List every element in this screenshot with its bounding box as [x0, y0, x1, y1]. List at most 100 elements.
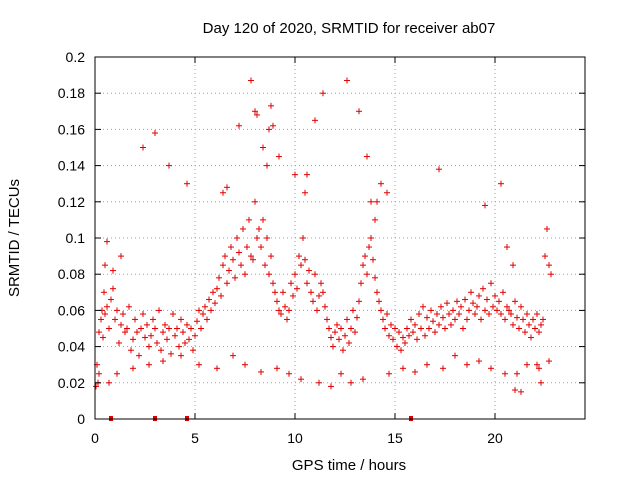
- data-point: [348, 325, 354, 332]
- data-point: [146, 343, 152, 350]
- data-point: [354, 314, 360, 321]
- data-point: [270, 122, 276, 129]
- data-point: [98, 316, 104, 323]
- y-tick-label: 0.14: [58, 158, 85, 174]
- data-point: [168, 350, 174, 357]
- data-point: [476, 292, 482, 299]
- data-point: [202, 303, 208, 310]
- data-point: [546, 262, 552, 269]
- data-point: [476, 358, 482, 365]
- data-point: [130, 336, 136, 343]
- data-point: [232, 274, 238, 281]
- y-axis-label: SRMTID / TECUs: [6, 179, 23, 297]
- data-point: [174, 325, 180, 332]
- data-point: [106, 379, 112, 386]
- data-point: [524, 361, 530, 368]
- data-point: [104, 303, 110, 310]
- data-point: [306, 267, 312, 274]
- data-point: [512, 387, 518, 394]
- data-point: [518, 303, 524, 310]
- data-point: [422, 332, 428, 339]
- data-point: [184, 180, 190, 187]
- data-point: [208, 307, 214, 314]
- data-point: [344, 77, 350, 84]
- data-point: [266, 126, 272, 133]
- data-point: [380, 316, 386, 323]
- data-point: [282, 303, 288, 310]
- data-point: [166, 162, 172, 169]
- data-point: [368, 235, 374, 241]
- data-point: [386, 332, 392, 339]
- data-point: [252, 198, 258, 205]
- data-point: [526, 321, 532, 328]
- data-point: [188, 325, 194, 332]
- data-point: [506, 307, 512, 314]
- data-point: [326, 325, 332, 332]
- data-point: [368, 198, 374, 205]
- data-point: [292, 271, 298, 278]
- data-point: [514, 370, 520, 377]
- data-point: [406, 332, 412, 339]
- data-point: [342, 332, 348, 339]
- data-point: [494, 307, 500, 314]
- data-point: [272, 289, 278, 296]
- data-point: [414, 336, 420, 343]
- data-point: [378, 180, 384, 187]
- data-point: [444, 300, 450, 307]
- data-point: [546, 358, 552, 365]
- data-point: [236, 249, 242, 256]
- data-point: [346, 339, 352, 346]
- data-point: [112, 316, 118, 323]
- data-point: [534, 311, 540, 318]
- data-point: [520, 316, 526, 323]
- data-point: [338, 325, 344, 332]
- data-point: [260, 216, 266, 223]
- data-point: [280, 289, 286, 296]
- x-tick-label: 5: [191, 430, 199, 446]
- data-point: [488, 365, 494, 372]
- data-point: [448, 321, 454, 328]
- data-point: [508, 311, 514, 318]
- data-point: [302, 189, 308, 196]
- data-point: [126, 303, 132, 310]
- data-point: [340, 347, 346, 354]
- data-point: [440, 365, 446, 372]
- data-point: [320, 90, 326, 97]
- data-point: [384, 189, 390, 196]
- data-point: [400, 365, 406, 372]
- data-point: [312, 271, 318, 278]
- data-point: [348, 379, 354, 386]
- data-point: [220, 189, 226, 196]
- data-point: [318, 280, 324, 287]
- data-point: [316, 292, 322, 299]
- data-point: [254, 235, 260, 241]
- data-point: [356, 108, 362, 115]
- data-points: [93, 77, 554, 421]
- data-point: [314, 307, 320, 314]
- data-point: [152, 325, 158, 332]
- data-point: [446, 311, 452, 318]
- data-point: [252, 108, 258, 115]
- data-point: [288, 280, 294, 287]
- data-point: [178, 352, 184, 359]
- data-point: [118, 253, 124, 260]
- data-point: [334, 321, 340, 328]
- data-point: [396, 329, 402, 336]
- data-point: [374, 289, 380, 296]
- data-point: [492, 292, 498, 299]
- data-point: [534, 361, 540, 368]
- data-point: [258, 368, 264, 375]
- data-point: [382, 325, 388, 332]
- data-point: [510, 321, 516, 328]
- data-point: [118, 321, 124, 328]
- data-point: [498, 180, 504, 187]
- data-point: [298, 376, 304, 383]
- data-point: [502, 370, 508, 377]
- data-point: [160, 358, 166, 365]
- data-point: [432, 329, 438, 336]
- data-point: [524, 311, 530, 318]
- data-point: [120, 311, 126, 318]
- data-point: [200, 311, 206, 318]
- data-point: [268, 102, 274, 109]
- data-point: [276, 153, 282, 160]
